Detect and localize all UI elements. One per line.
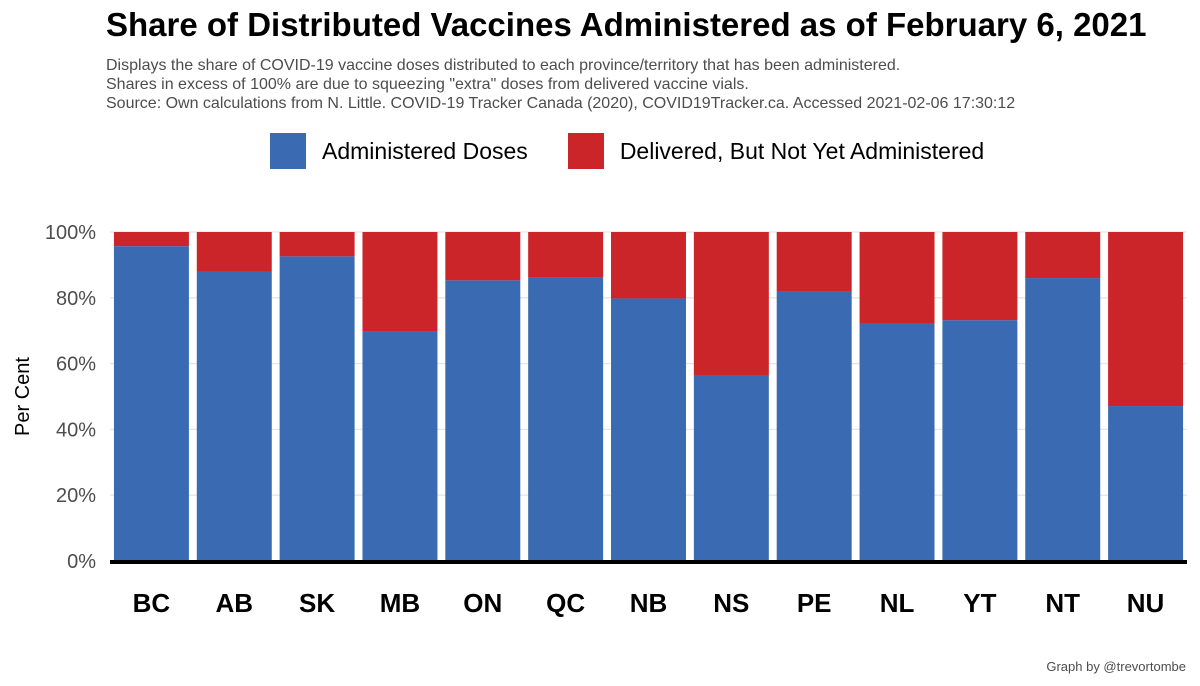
bar-bc-delivered [113, 232, 189, 247]
bar-on-administered [445, 280, 521, 561]
subtitle-line-note: Shares in excess of 100% are due to sque… [106, 76, 749, 93]
bar-pe-administered [776, 291, 852, 561]
bar-bc-administered [113, 246, 189, 561]
x-tick-label-on: ON [463, 588, 502, 618]
bar-qc-delivered [528, 232, 604, 278]
x-tick-label-nl: NL [880, 588, 915, 618]
bar-nt-delivered [1025, 232, 1101, 279]
bar-nl-delivered [859, 232, 935, 324]
x-tick-label-sk: SK [299, 588, 335, 618]
y-tick-label-20: 20% [56, 485, 96, 507]
chart-subtitle: Displays the share of COVID-19 vaccine d… [106, 56, 1015, 113]
legend-swatch-administered [270, 133, 306, 169]
x-tick-label-yt: YT [963, 588, 996, 618]
legend-item-administered: Administered Doses [270, 133, 528, 169]
x-axis: BC AB SK MB ON QC NB NS PE NL YT NT NU [110, 560, 1187, 618]
subtitle-line-description: Displays the share of COVID-19 vaccine d… [106, 57, 901, 74]
bar-mb-delivered [362, 232, 438, 332]
bar-yt-administered [942, 320, 1018, 561]
bar-ab-administered [196, 271, 272, 561]
legend-item-delivered: Delivered, But Not Yet Administered [567, 133, 985, 169]
y-tick-label-100: 100% [45, 222, 96, 244]
bar-sk-administered [279, 256, 355, 561]
bar-nu-delivered [1108, 232, 1184, 407]
bar-nt-administered [1025, 278, 1101, 561]
y-tick-label-40: 40% [56, 419, 96, 441]
bar-ab-delivered [196, 232, 272, 272]
legend-label-delivered: Delivered, But Not Yet Administered [619, 137, 985, 164]
chart-title: Share of Distributed Vaccines Administer… [106, 6, 1147, 43]
x-tick-label-nt: NT [1045, 588, 1080, 618]
bar-mb-administered [362, 331, 438, 561]
x-tick-label-pe: PE [797, 588, 832, 618]
bar-qc-administered [528, 277, 604, 561]
subtitle-line-source: Source: Own calculations from N. Little.… [106, 95, 1016, 112]
bar-nu-administered [1108, 406, 1184, 561]
x-tick-label-mb: MB [380, 588, 420, 618]
bar-ns-administered [693, 375, 769, 561]
bars [113, 232, 1184, 561]
bar-sk-delivered [279, 232, 355, 257]
bar-nb-delivered [611, 232, 686, 299]
credit-caption: Graph by @trevortombe [1046, 659, 1186, 674]
y-tick-label-80: 80% [56, 288, 96, 310]
legend-label-administered: Administered Doses [322, 137, 528, 164]
y-axis-label: Per Cent [12, 357, 34, 436]
x-tick-label-nb: NB [630, 588, 668, 618]
y-tick-label-60: 60% [56, 354, 96, 376]
bar-ns-delivered [693, 232, 769, 376]
bar-yt-delivered [942, 232, 1018, 321]
x-tick-label-bc: BC [133, 588, 171, 618]
bar-pe-delivered [776, 232, 852, 292]
x-tick-label-ab: AB [215, 588, 253, 618]
bar-nl-administered [859, 323, 935, 561]
x-tick-label-nu: NU [1127, 588, 1165, 618]
bar-on-delivered [445, 232, 521, 281]
chart-legend: Administered Doses Delivered, But Not Ye… [270, 133, 1024, 169]
bar-nb-administered [611, 298, 686, 561]
legend-swatch-delivered [567, 133, 604, 169]
y-tick-label-0: 0% [67, 551, 96, 573]
x-tick-label-ns: NS [713, 588, 749, 618]
x-tick-label-qc: QC [546, 588, 585, 618]
y-axis: 0% 20% 40% 60% 80% 100% [45, 222, 96, 573]
